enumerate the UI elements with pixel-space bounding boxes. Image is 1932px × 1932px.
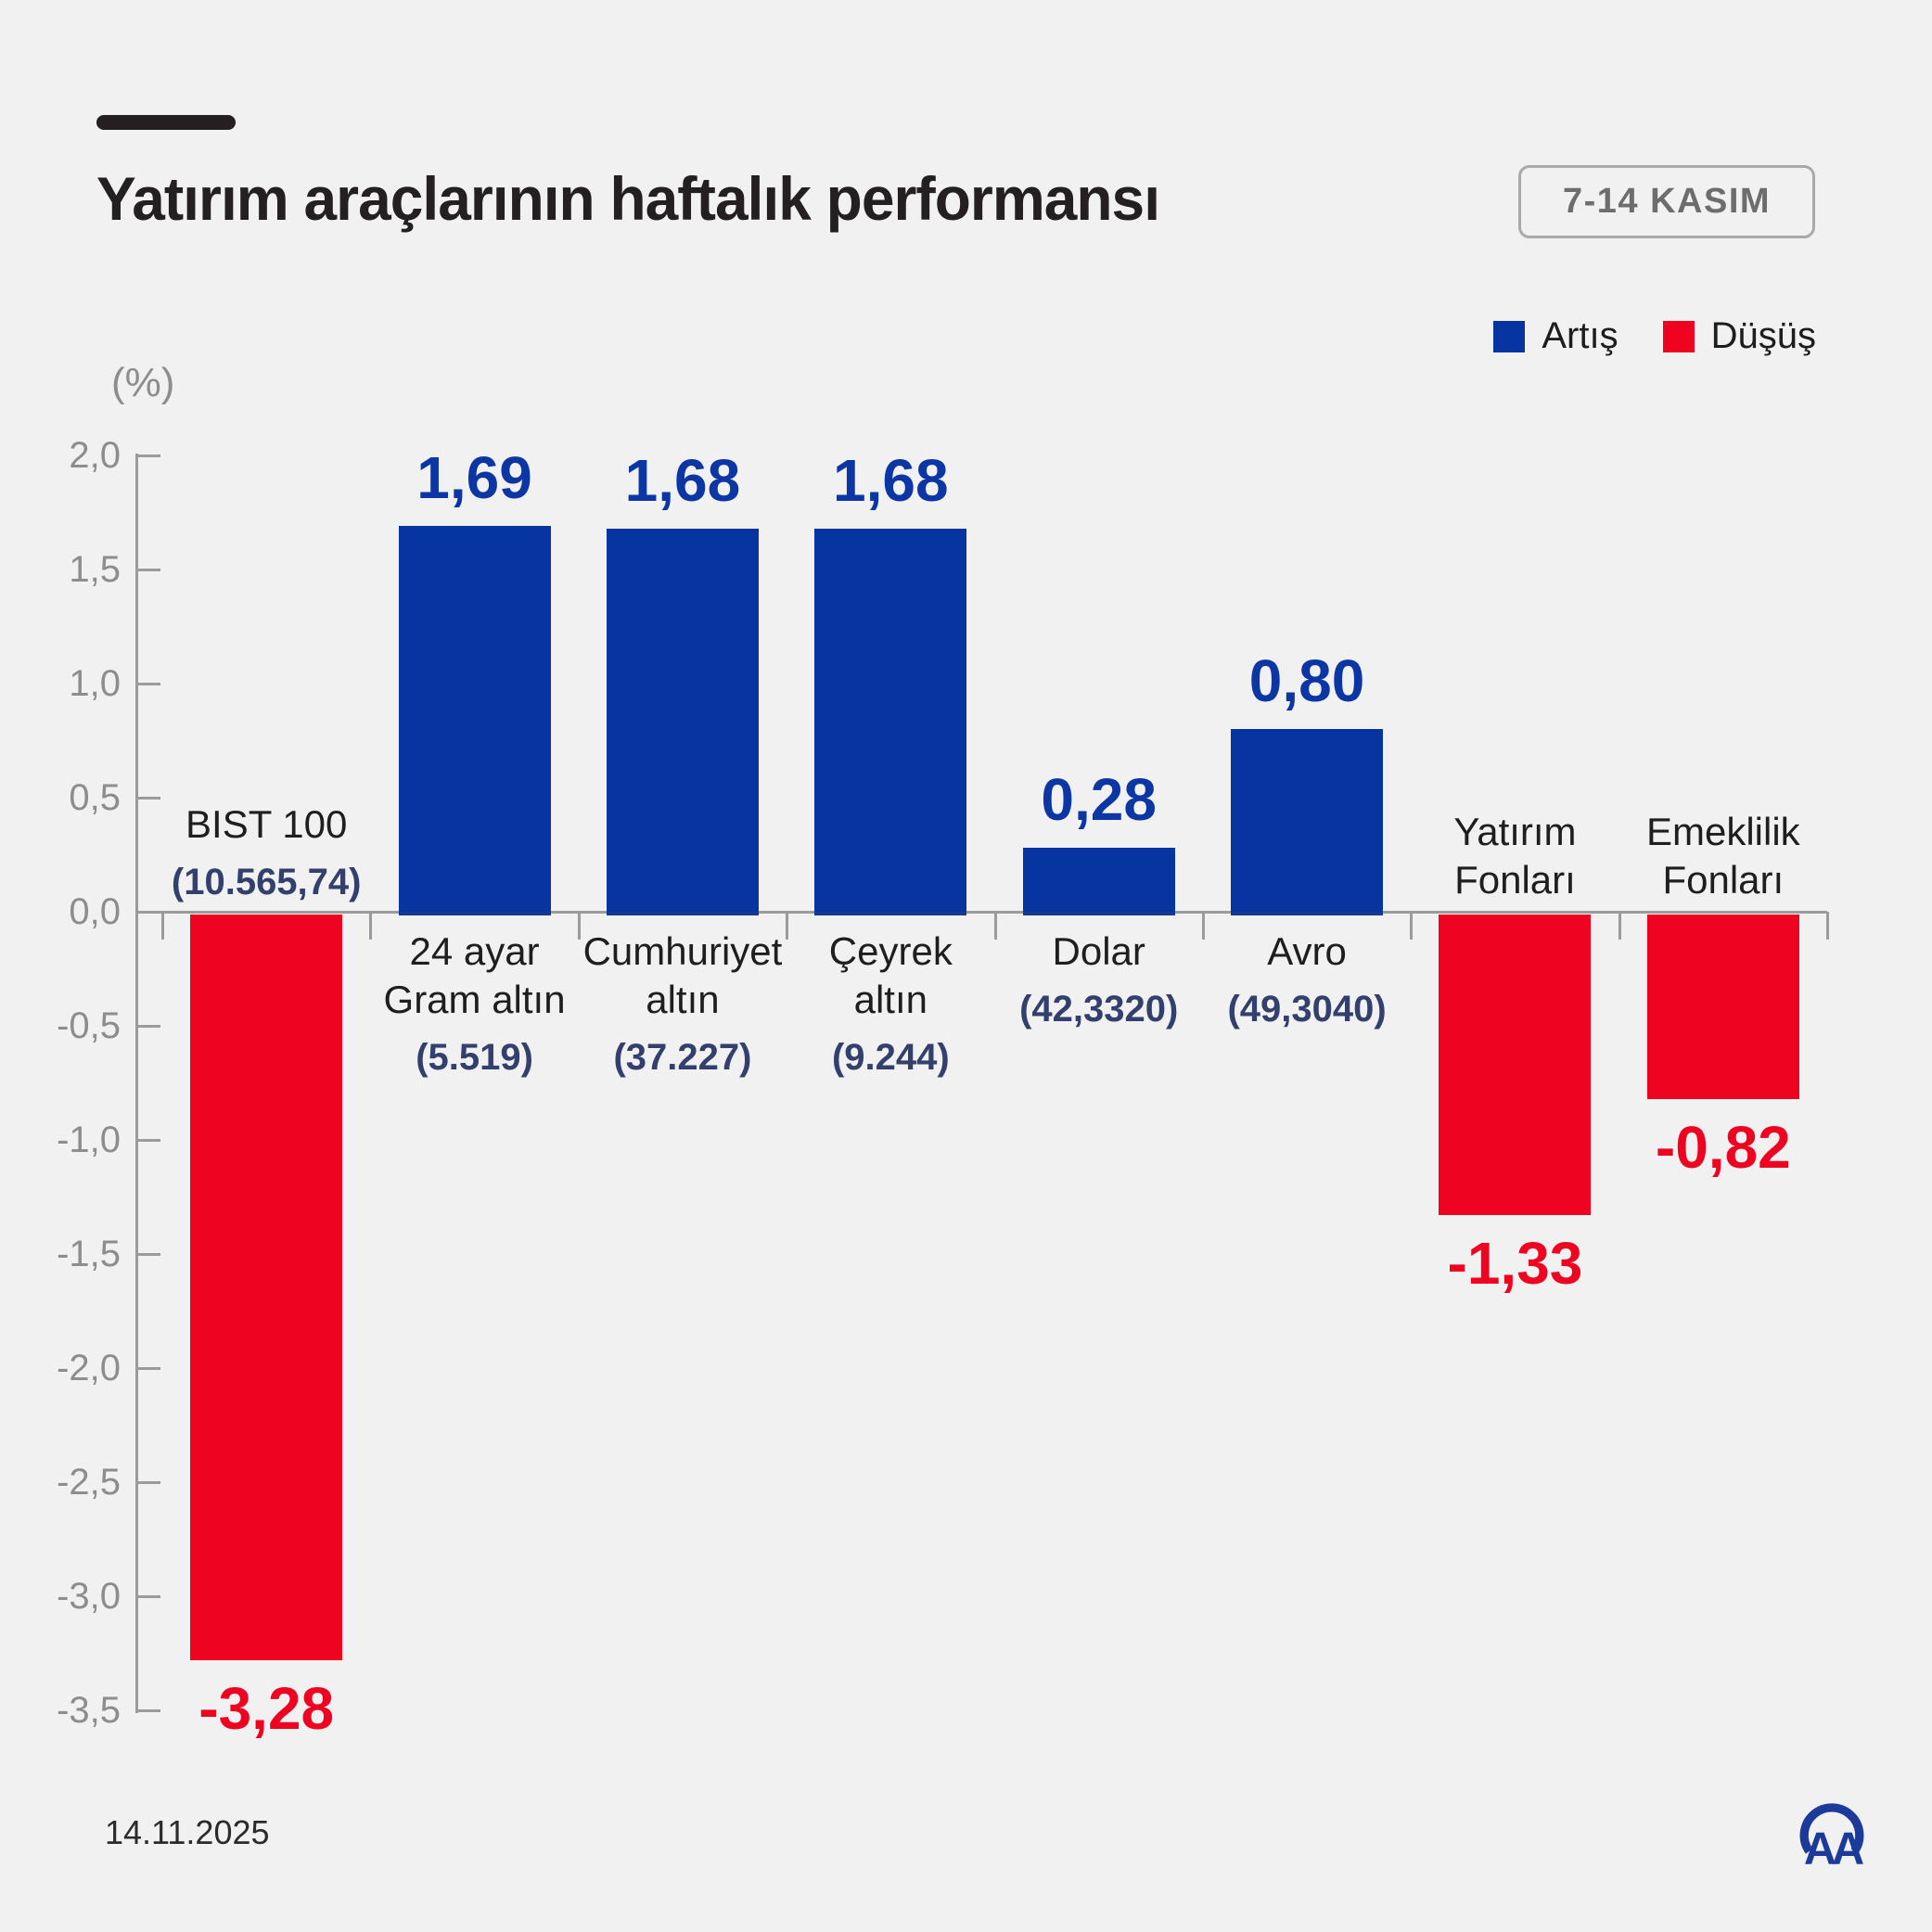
category-tick: [369, 912, 373, 940]
category-label-dolar: Dolar (42,3320): [986, 928, 1212, 1031]
category-current-value: (5.519): [416, 1037, 533, 1078]
category-label-emeklilik-fonlari: Emeklilik Fonları: [1610, 808, 1836, 904]
category-name-line: Fonları: [1454, 858, 1576, 902]
category-current-value: (10.565,74): [171, 862, 362, 902]
publication-date: 14.11.2025: [105, 1813, 270, 1851]
category-tick: [1618, 912, 1621, 940]
category-label-bist-100: BIST 100 (10.565,74): [153, 800, 379, 904]
y-axis-unit-label: (%): [111, 360, 175, 405]
value-label-emeklilik-fonlari: -0,82: [1655, 1113, 1791, 1181]
chart-legend: Artış Düşüş: [0, 315, 1816, 357]
title-accent-dash: [96, 115, 236, 130]
up-legend-label: Artış: [1542, 315, 1619, 356]
category-label-ceyrek-altin: Çeyrek altın (9.244): [777, 928, 1004, 1080]
category-tick: [993, 912, 997, 940]
y-tick: [135, 797, 160, 800]
category-current-value: (37.227): [613, 1037, 752, 1078]
y-tick-label: -1,5: [57, 1234, 121, 1274]
bar-emeklilik-fonlari: [1646, 915, 1799, 1099]
y-tick: [135, 1595, 160, 1598]
bar-bist-100: [190, 915, 343, 1660]
y-tick: [135, 454, 160, 457]
category-tick: [1201, 912, 1205, 940]
y-tick: [135, 1481, 160, 1484]
y-tick: [135, 569, 160, 571]
y-tick-label: -2,0: [57, 1348, 121, 1388]
bar-ceyrek-altin: [814, 528, 967, 915]
legend-item-down: Düşüş: [1662, 315, 1816, 357]
y-tick: [135, 1025, 160, 1028]
category-tick: [161, 912, 164, 940]
zero-axis-line: [135, 911, 1827, 914]
value-label-bist-100: -3,28: [198, 1674, 335, 1742]
y-tick-label: -3,0: [57, 1576, 121, 1617]
up-color-swatch: [1493, 320, 1526, 352]
category-tick: [1410, 912, 1414, 940]
y-tick-label: -2,5: [57, 1462, 121, 1503]
y-tick-label: 1,5: [69, 549, 121, 590]
category-current-value: (9.244): [831, 1037, 950, 1078]
category-current-value: (49,3040): [1227, 989, 1387, 1030]
category-name-line: Cumhuriyet: [582, 929, 783, 973]
y-tick-label: -1,0: [57, 1120, 121, 1160]
category-label-cumhuriyet-altin: Cumhuriyet altın (37.227): [569, 928, 796, 1080]
category-name-line: Dolar: [1052, 929, 1145, 973]
category-name-line: Çeyrek: [828, 929, 953, 973]
category-label-gram-altin: 24 ayar Gram altın (5.519): [361, 928, 587, 1080]
y-tick: [135, 1139, 160, 1142]
category-name-line: Yatırım: [1453, 810, 1577, 853]
category-name-line: 24 ayar: [409, 929, 540, 973]
bar-gram-altin: [398, 526, 551, 915]
down-color-swatch: [1662, 320, 1695, 352]
bar-yatirim-fonlari: [1439, 915, 1592, 1216]
category-name-line: Avro: [1267, 929, 1347, 973]
y-tick-label: 0,0: [69, 891, 121, 932]
category-name-line: Emeklilik: [1645, 810, 1800, 853]
aa-agency-logo: AA: [1799, 1803, 1868, 1874]
y-tick-label: 0,5: [69, 777, 121, 818]
category-name-line: Fonları: [1662, 858, 1785, 902]
value-label-cumhuriyet-altin: 1,68: [624, 446, 741, 514]
y-tick-label: 2,0: [69, 435, 121, 476]
value-label-dolar: 0,28: [1041, 766, 1157, 834]
y-tick-label: -0,5: [57, 1005, 121, 1046]
aa-logo-letters: AA: [1804, 1823, 1863, 1874]
legend-item-up: Artış: [1493, 315, 1619, 357]
y-tick: [135, 1253, 160, 1256]
page-title: Yatırım araçlarının haftalık performansı: [96, 164, 1160, 233]
category-name-line: BIST 100: [186, 802, 348, 846]
value-label-yatirim-fonlari: -1,33: [1447, 1230, 1583, 1298]
value-label-avro: 0,80: [1248, 647, 1365, 715]
y-tick: [135, 1709, 160, 1712]
bar-cumhuriyet-altin: [606, 528, 759, 915]
date-range-label: 7-14 KASIM: [1562, 182, 1772, 221]
y-tick-label: 1,0: [69, 663, 121, 704]
aa-logo-ring: [1799, 1803, 1864, 1854]
category-name-line: altın: [646, 978, 720, 1021]
category-current-value: (42,3320): [1019, 989, 1179, 1030]
value-label-ceyrek-altin: 1,68: [833, 446, 949, 514]
category-tick: [577, 912, 581, 940]
category-tick: [786, 912, 789, 940]
value-label-gram-altin: 1,69: [416, 444, 532, 512]
category-name-line: Gram altın: [383, 978, 566, 1021]
bar-dolar: [1022, 848, 1175, 915]
category-label-yatirim-fonlari: Yatırım Fonları: [1401, 808, 1628, 904]
bar-avro: [1231, 729, 1384, 915]
y-axis-line: [135, 454, 138, 1713]
y-tick: [135, 1367, 160, 1370]
y-tick: [135, 683, 160, 685]
y-tick-label: -3,5: [57, 1690, 121, 1731]
date-range-badge: 7-14 KASIM: [1518, 165, 1815, 238]
category-label-avro: Avro (49,3040): [1194, 928, 1420, 1031]
category-name-line: altın: [853, 978, 928, 1021]
category-tick: [1826, 912, 1829, 940]
down-legend-label: Düşüş: [1710, 315, 1816, 356]
